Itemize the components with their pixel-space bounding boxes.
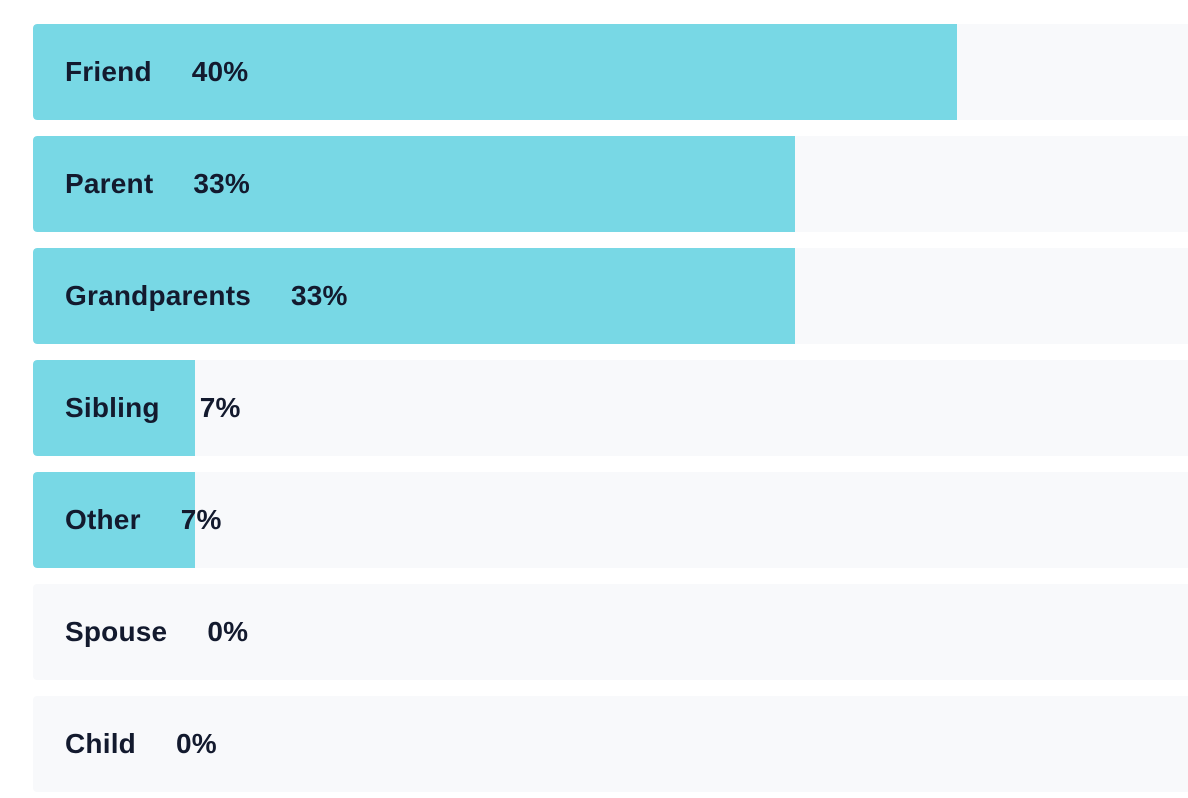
bar-label-group: Other 7%: [65, 472, 222, 568]
value-label: 33%: [291, 280, 348, 311]
bar-chart: Friend 40% Parent 33% Grandparents 33% Sibling…: [33, 24, 1188, 792]
bar-label-group: Friend 40%: [65, 24, 248, 120]
bar-row: Spouse 0%: [33, 584, 1188, 680]
value-label: 7%: [199, 392, 241, 423]
bar-label-group: Parent 33%: [65, 136, 250, 232]
value-label: 0%: [207, 616, 249, 647]
bar-row: Sibling 7%: [33, 360, 1188, 456]
bar-label-group: Child 0%: [65, 696, 217, 792]
bar: [33, 248, 796, 344]
bar: [33, 136, 796, 232]
category-label: Child: [65, 728, 136, 759]
bar-label-group: Sibling 7%: [65, 360, 241, 456]
bar: [33, 360, 195, 456]
value-label: 0%: [176, 728, 217, 759]
bar-row: Grandparents 33%: [33, 248, 1188, 344]
category-label: Friend: [65, 56, 152, 87]
bar: [33, 472, 195, 568]
value-label: 40%: [191, 56, 249, 87]
bar-label-group: Spouse 0%: [65, 584, 248, 680]
bar-label-group: Grandparents 33%: [65, 248, 348, 344]
bar-row: Child 0%: [33, 696, 1188, 792]
bar-row: Friend 40%: [33, 24, 1188, 120]
category-label: Parent: [65, 168, 154, 199]
value-label: 33%: [193, 168, 251, 199]
category-label: Spouse: [65, 616, 168, 647]
bar-row: Parent 33%: [33, 136, 1188, 232]
category-label: Other: [65, 504, 141, 535]
category-label: Sibling: [65, 392, 160, 423]
bar: [33, 24, 957, 120]
value-label: 7%: [180, 504, 222, 535]
category-label: Grandparents: [65, 280, 251, 311]
bar-row: Other 7%: [33, 472, 1188, 568]
